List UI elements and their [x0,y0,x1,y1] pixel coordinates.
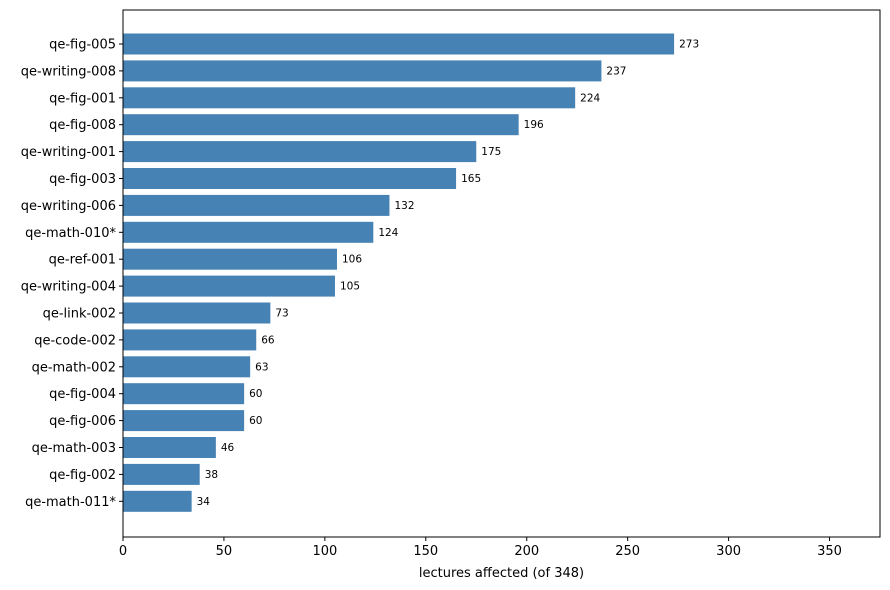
category-label: qe-writing-006 [21,199,116,214]
category-label: qe-math-011* [25,495,116,510]
x-tick-label: 150 [413,544,438,559]
value-labels-group: 273 237 224 196 175 165 132 124 106 105 73 66 63 60 60… [197,39,700,508]
category-label: qe-writing-008 [21,64,116,79]
category-label: qe-fig-001 [49,91,116,106]
x-axis-title: lectures affected (of 348) [419,566,584,581]
category-label: qe-code-002 [34,333,116,348]
category-label: qe-ref-001 [49,253,116,268]
category-label: qe-math-010* [25,226,116,241]
x-axis: 0 50 100 150 200 250 300 350 [119,537,842,559]
value-label: 73 [275,308,288,320]
bar [123,114,519,136]
value-label: 105 [340,281,360,293]
category-label: qe-writing-004 [21,280,116,295]
category-label: qe-fig-005 [49,38,116,53]
category-label: qe-fig-008 [49,118,116,133]
value-label: 237 [606,65,626,77]
bar [123,356,251,378]
bar [123,168,457,189]
x-tick-label: 0 [119,544,127,559]
value-label: 106 [342,254,362,266]
x-tick-label: 100 [312,544,337,559]
category-label: qe-fig-006 [49,414,116,429]
bar [123,410,245,432]
value-label: 38 [205,469,218,481]
category-label: qe-fig-003 [49,172,116,187]
value-label: 273 [679,39,699,51]
value-label: 132 [394,200,414,212]
category-label: qe-fig-002 [49,468,116,483]
value-label: 224 [580,92,600,104]
category-label: qe-fig-004 [49,387,116,402]
bar [123,329,257,351]
x-tick-label: 250 [615,544,640,559]
bar [123,248,337,270]
x-tick-label: 300 [716,544,741,559]
plot-frame [122,9,881,538]
bar [123,383,245,405]
bar [123,463,200,485]
x-tick-label: 200 [514,544,539,559]
value-label: 124 [378,227,398,239]
value-label: 60 [249,415,262,427]
x-tick-label: 50 [216,544,233,559]
value-label: 196 [524,119,544,131]
value-label: 46 [221,442,235,454]
bar [123,221,374,243]
bar [123,33,675,55]
value-label: 34 [197,496,211,508]
value-label: 60 [249,388,262,400]
category-label: qe-writing-001 [21,145,116,160]
bar [123,87,576,109]
bar [123,437,216,458]
bar [123,141,477,163]
category-label: qe-math-002 [32,360,116,375]
bar [123,490,192,512]
x-tick-label: 350 [817,544,842,559]
value-label: 63 [255,361,268,373]
value-label: 165 [461,173,481,185]
value-label: 175 [481,146,501,158]
category-label: qe-math-003 [32,441,116,456]
bar [123,60,602,82]
bar [123,194,390,216]
bar [123,275,335,297]
bars-group [123,33,675,512]
y-axis: qe-fig-005 qe-writing-008 qe-fig-001 qe-fig… [21,38,123,510]
bar [123,302,271,324]
category-label: qe-link-002 [43,307,116,322]
value-label: 66 [261,334,275,346]
